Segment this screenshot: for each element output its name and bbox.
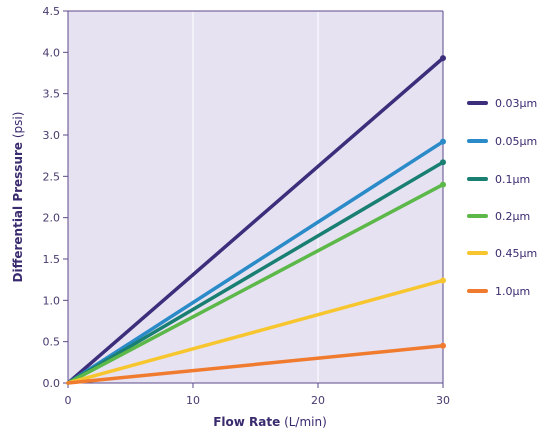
- y-tick-label: 4.5: [43, 5, 61, 18]
- x-tick-label: 30: [436, 394, 450, 407]
- x-tick-label: 20: [311, 394, 325, 407]
- y-tick-label: 2.0: [43, 212, 61, 225]
- legend-label: 0.05µm: [495, 135, 537, 148]
- legend-label: 1.0µm: [495, 285, 530, 298]
- axes: [63, 10, 444, 388]
- y-tick-label: 0.5: [43, 336, 61, 349]
- y-tick-label: 2.5: [43, 170, 61, 183]
- y-tick-label: 3.0: [43, 129, 61, 142]
- x-axis-title-bold: Flow Rate: [213, 415, 280, 429]
- series-end-point: [440, 55, 446, 62]
- series-end-point: [440, 138, 446, 145]
- legend-label: 0.1µm: [495, 173, 530, 186]
- series-end-point: [440, 159, 446, 166]
- series-line: [66, 160, 445, 385]
- legend-label: 0.03µm: [495, 97, 537, 110]
- series-line: [66, 278, 445, 385]
- y-axis-title-unit: (psi): [11, 112, 25, 139]
- x-tick-label: 10: [186, 394, 200, 407]
- series-end-point: [440, 342, 446, 349]
- series-end-point: [440, 181, 446, 188]
- series-line: [66, 56, 445, 385]
- series-end-point: [440, 277, 446, 284]
- series-line: [66, 344, 445, 385]
- tick-labels: 0.0 0.5 1.0 1.5 2.0 2.5 3.0 3.5 4.0 4.5 0 10 20 30: [43, 5, 451, 407]
- y-tick-label: 4.0: [43, 46, 61, 59]
- y-tick-label: 3.5: [43, 88, 61, 101]
- x-axis-title: Flow Rate (L/min): [213, 415, 327, 429]
- series-line: [66, 139, 445, 385]
- y-tick-label: 1.0: [43, 294, 61, 307]
- legend-label: 0.45µm: [495, 247, 537, 260]
- x-axis-title-unit: (L/min): [284, 415, 327, 429]
- y-tick-label: 1.5: [43, 253, 61, 266]
- x-tick-label: 0: [65, 394, 72, 407]
- y-axis-title-bold: Differential Pressure: [11, 142, 25, 283]
- plot-area: [68, 11, 443, 383]
- legend: 0.03µm 0.05µm 0.1µm 0.2µm 0.45µm 1.0µm: [467, 97, 537, 298]
- legend-label: 0.2µm: [495, 210, 530, 223]
- series-line: [66, 182, 445, 385]
- y-tick-label: 0.0: [43, 377, 61, 390]
- series-lines: [66, 55, 446, 385]
- y-axis-title: Differential Pressure (psi): [11, 112, 25, 283]
